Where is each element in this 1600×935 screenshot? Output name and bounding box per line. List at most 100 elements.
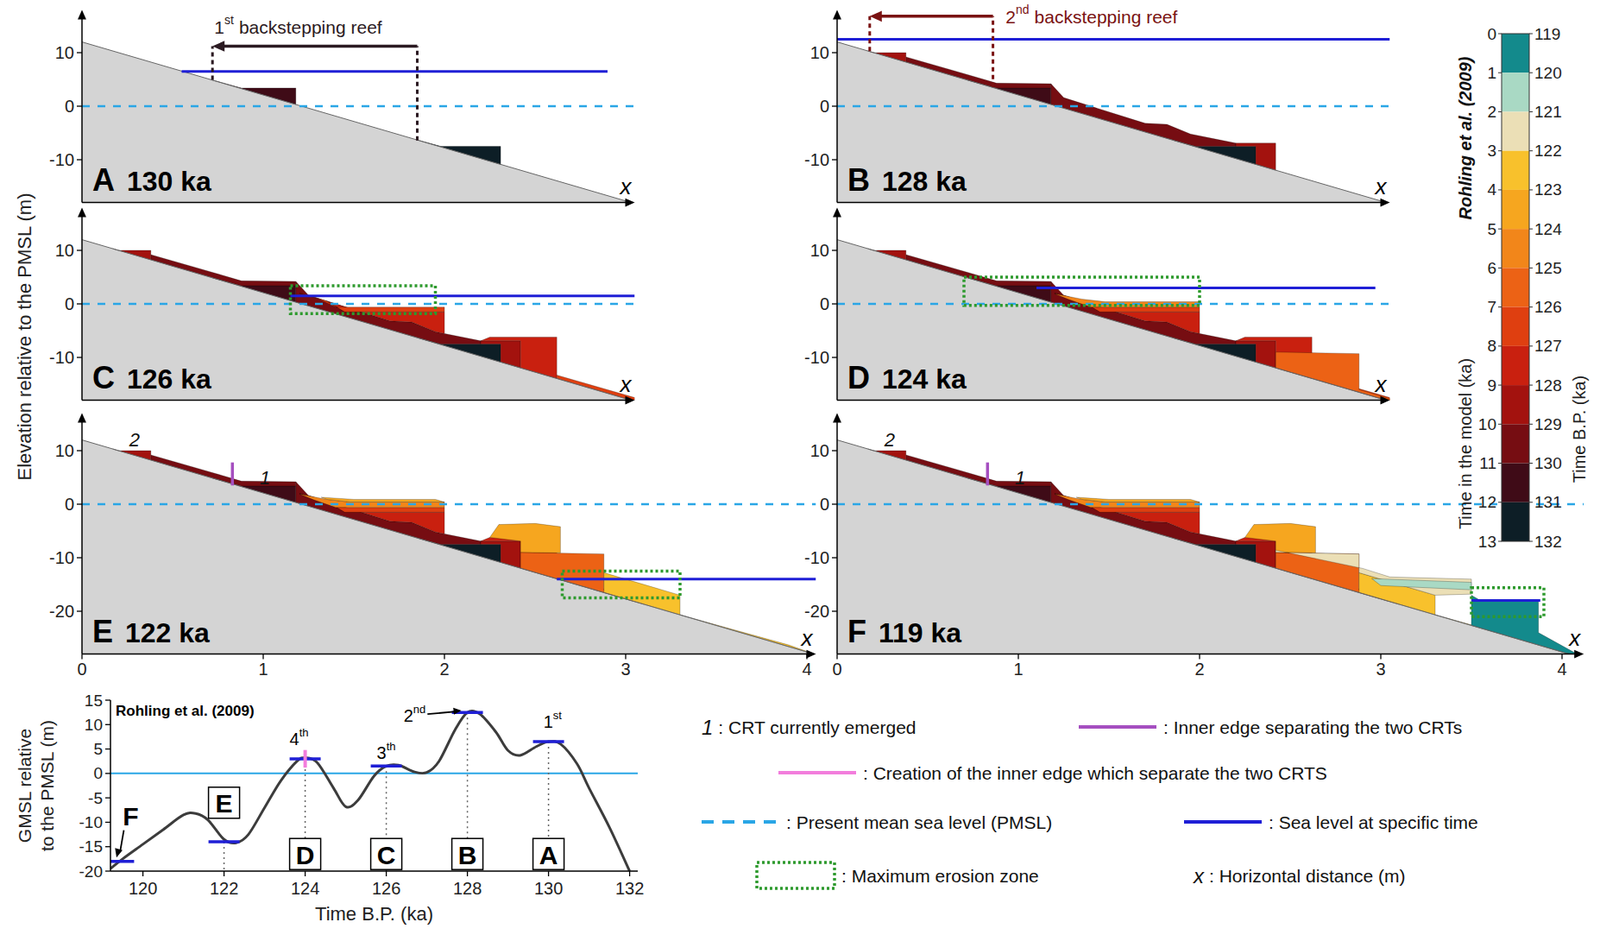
reef-deposit	[1051, 83, 1236, 147]
panel-time: 130 ka	[126, 165, 212, 197]
y-tick-label: 10	[55, 240, 75, 260]
x-tick-label: 124	[290, 878, 320, 898]
colorbar-left-label: 0	[1486, 25, 1497, 44]
y-tick-label: 10	[84, 715, 103, 734]
colorbar-tick	[1529, 33, 1533, 35]
reef-deposit	[1235, 340, 1276, 368]
y-tick-label: -10	[49, 548, 75, 567]
y-tick	[831, 302, 838, 304]
x-tick-label: 4	[1556, 659, 1567, 679]
event-box	[371, 837, 403, 870]
panel-title: B128 ka	[847, 162, 967, 198]
y-tick-label: 10	[55, 43, 75, 63]
y-tick	[105, 772, 111, 774]
reef-deposit	[1471, 594, 1581, 654]
y-axis-title: to the PMSL (m)	[37, 719, 57, 851]
y-tick	[831, 503, 838, 504]
annotation-guide	[211, 46, 215, 81]
ordinal-arrowhead	[453, 707, 461, 715]
ordinal-suffix: st	[553, 708, 563, 722]
x-tick	[629, 870, 630, 876]
y-axis-arrow	[77, 9, 87, 19]
x-axis-label: x	[618, 371, 633, 397]
colorbar-cell	[1501, 307, 1530, 347]
x-tick	[548, 870, 549, 876]
reef-deposit	[1235, 541, 1276, 568]
colorbar-tick	[1529, 423, 1533, 425]
x-axis-label: x	[800, 624, 814, 651]
y-tick-label: 0	[64, 494, 75, 514]
colorbar-right-label: 127	[1534, 336, 1563, 355]
panel-letter: B	[847, 162, 870, 198]
colorbar-tick	[1529, 72, 1533, 74]
colorbar-right-label: 125	[1534, 258, 1563, 278]
legend-swatch	[701, 819, 780, 824]
reef-deposit	[1051, 281, 1236, 345]
reef-deposit	[480, 541, 521, 568]
y-tick	[76, 302, 82, 304]
colorbar-right-label: 122	[1534, 141, 1563, 160]
y-tick-label: -20	[79, 862, 103, 881]
colorbar-cell	[1501, 72, 1530, 112]
colorbar-frame	[1501, 33, 1530, 542]
x-axis-arrow	[625, 396, 636, 405]
y-tick	[76, 503, 82, 504]
event-ordinal: 2nd	[403, 702, 427, 725]
colorbar-cell	[1501, 267, 1530, 307]
panel-letter: D	[847, 359, 870, 396]
legend-label: : Horizontal distance (m)	[1209, 865, 1406, 886]
event-sea-level	[533, 739, 565, 744]
figure-y-title: Elevation relative to the PMSL (m)	[13, 193, 36, 481]
annotation-suffix: nd	[1015, 2, 1030, 17]
colorbar-tick	[1529, 501, 1533, 503]
event-ordinal: 3th	[377, 739, 397, 763]
y-axis	[109, 699, 112, 871]
colorbar-cell	[1501, 189, 1530, 229]
colorbar-tick	[1498, 345, 1502, 347]
sea-level	[556, 577, 816, 580]
crt-label: 1	[1014, 466, 1026, 489]
annotation-text: 1stbackstepping reef	[214, 12, 383, 37]
colorbar-cell	[1501, 33, 1530, 73]
y-axis-arrow	[832, 207, 842, 217]
colorbar-left-label: 2	[1486, 102, 1497, 121]
y-tick-label: -10	[804, 150, 830, 170]
pmsl	[837, 105, 1391, 108]
y-axis	[836, 212, 838, 400]
ordinal-number: 3	[377, 743, 387, 763]
y-tick-label: 15	[84, 691, 103, 710]
colorbar-tick	[1498, 267, 1502, 269]
sea-level	[837, 37, 1391, 41]
event-label: B	[458, 840, 478, 870]
panel: -10010xA130 ka1stbackstepping reef	[49, 9, 635, 207]
y-tick-label: 5	[93, 739, 103, 758]
x-tick	[223, 870, 225, 876]
y-axis-arrow	[832, 9, 842, 19]
x-axis	[837, 653, 1579, 656]
colorbar-left-label: 9	[1486, 376, 1497, 395]
y-tick-label: 0	[64, 294, 75, 314]
x-tick-label: 3	[1375, 659, 1386, 679]
sea-level-chart: -20-15-10-5051015120122124126128130132Ti…	[14, 691, 645, 926]
colorbar-right-title: Time B.P. (ka)	[1569, 375, 1589, 483]
x-axis	[837, 201, 1386, 204]
legend-swatch	[1184, 819, 1262, 824]
y-tick-label: 0	[819, 96, 830, 116]
event-box	[533, 837, 565, 870]
event-sea-level	[371, 764, 403, 769]
pmsl	[81, 503, 817, 506]
colorbar-right-label: 129	[1534, 415, 1563, 434]
legend: 1: CRT currently emerged: Inner edge sep…	[701, 715, 1479, 889]
x-tick-label: 122	[209, 878, 239, 898]
annotation-arrowhead	[869, 11, 882, 23]
y-tick-label: -10	[804, 347, 830, 367]
annotation-text: 2ndbackstepping reef	[1005, 2, 1178, 27]
x-axis	[110, 869, 638, 872]
plot-area	[110, 710, 638, 871]
x-tick-label: 1	[258, 659, 268, 679]
colorbar-tick	[1529, 345, 1533, 347]
reef-deposit	[480, 336, 557, 378]
y-tick-label: -10	[49, 347, 75, 367]
annotation-arrow	[220, 44, 417, 49]
x-tick-label: 132	[615, 878, 644, 898]
